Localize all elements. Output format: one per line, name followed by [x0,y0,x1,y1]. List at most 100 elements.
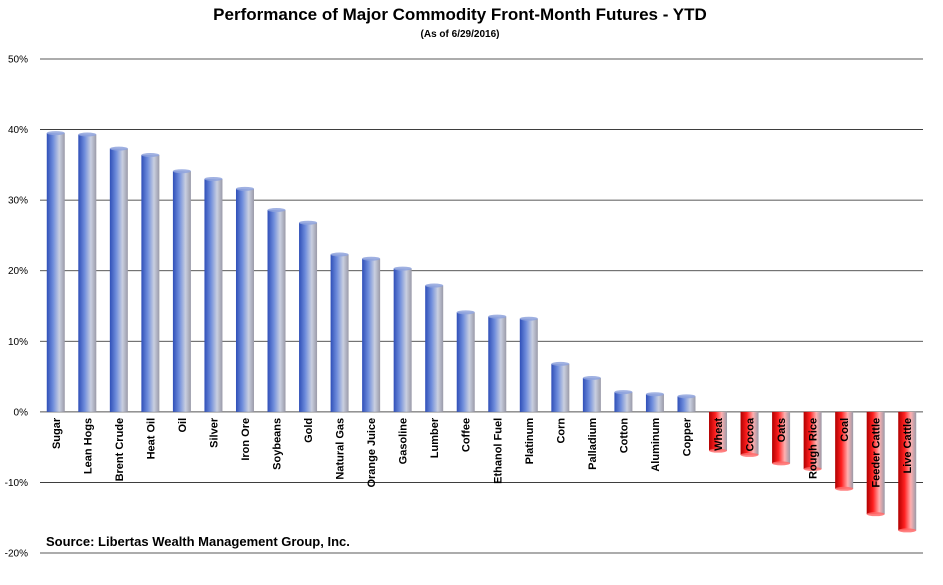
bar-cap [740,452,759,457]
bar-cap [46,131,65,136]
bar [330,254,349,412]
category-label: Heat Oil [145,418,157,460]
bar [677,396,696,412]
x-axis: Sugar Lean Hogs Brent Crude Heat Oil Oil Silv… [51,417,914,488]
category-label: Iron Ore [240,418,252,461]
bar-cap [551,361,570,366]
bar-cap [141,152,160,157]
y-tick-label: 50% [8,55,28,66]
bar [709,411,728,451]
bar-cap [866,512,885,517]
bar [898,411,917,531]
bar-cap [172,169,191,174]
category-label: Oats [776,418,788,442]
bar-cap [330,252,349,257]
bar [488,316,507,412]
bar [46,133,65,412]
y-tick-label: 40% [8,125,28,136]
bar-cap [362,256,381,261]
bar-cap [898,528,917,533]
y-tick-label: 20% [8,266,28,277]
bar [172,171,191,412]
bar [866,411,885,515]
category-label: Silver [208,417,220,448]
bar-cap [582,375,601,380]
bar-cap [267,208,286,213]
category-label: Wheat [713,418,725,451]
bar-cap [677,394,696,399]
gridlines [40,58,923,554]
category-label: Platinum [524,418,536,465]
category-label: Live Cattle [902,418,914,474]
bar-cap [425,283,444,288]
bar-cap [645,392,664,397]
source-note: Source: Libertas Wealth Management Group… [46,534,350,549]
category-label: Natural Gas [335,418,347,480]
bar-cap [299,220,318,225]
bar-cap [519,316,538,321]
bar-cap [78,132,97,137]
category-label: Coal [839,418,851,442]
bar [299,222,318,412]
category-label: Aluminum [650,418,662,472]
y-tick-label: -20% [5,549,28,560]
bar [551,363,570,412]
bar-cap [772,461,791,466]
category-label: Coffee [461,418,473,452]
bar [362,258,381,412]
y-tick-label: -10% [5,478,28,489]
bar [456,312,475,412]
category-label: Gold [303,418,315,443]
bar [425,285,444,412]
bar [267,210,286,412]
category-label: Cotton [618,418,630,454]
bar-cap [456,310,475,315]
category-label: Copper [681,417,693,456]
bars [46,131,917,533]
category-label: Soybeans [272,418,284,470]
bar [519,318,538,412]
category-label: Palladium [587,418,599,470]
category-label: Corn [555,418,567,444]
y-tick-label: 30% [8,196,28,207]
bar [740,411,759,455]
y-tick-label: 0% [14,407,29,418]
category-label: Oil [177,418,189,433]
bar-cap [488,314,507,319]
bar [78,134,97,412]
category-label: Orange Juice [366,418,378,488]
bar [772,411,791,464]
category-label: Rough Rice [808,418,820,479]
bar [393,268,412,412]
bar [141,154,160,412]
bar [614,392,633,412]
bar-cap [835,486,854,491]
bar-cap [109,146,128,151]
bar [645,394,664,412]
category-label: Cocoa [745,417,757,452]
bar [109,148,128,412]
chart-subtitle: (As of 6/29/2016) [421,29,500,40]
bar [204,178,223,412]
category-label: Brent Crude [114,418,126,482]
bar-cap [614,390,633,395]
bar [582,377,601,412]
category-label: Gasoline [398,418,410,464]
bar-cap [393,266,412,271]
category-label: Lean Hogs [82,418,94,474]
bar-cap [709,448,728,453]
y-axis: -20% -10% 0% 10% 20% 30% 40% 50% [5,55,28,560]
bar-cap [204,176,223,181]
chart-title: Performance of Major Commodity Front-Mon… [213,5,707,24]
category-label: Sugar [51,417,63,449]
bar-cap [803,467,822,472]
bar-cap [235,186,254,191]
bar [803,411,822,470]
bar [835,411,854,489]
category-label: Lumber [429,417,441,458]
bar [235,188,254,412]
category-label: Feeder Cattle [871,418,883,488]
y-tick-label: 10% [8,337,28,348]
category-label: Ethanol Fuel [492,418,504,484]
